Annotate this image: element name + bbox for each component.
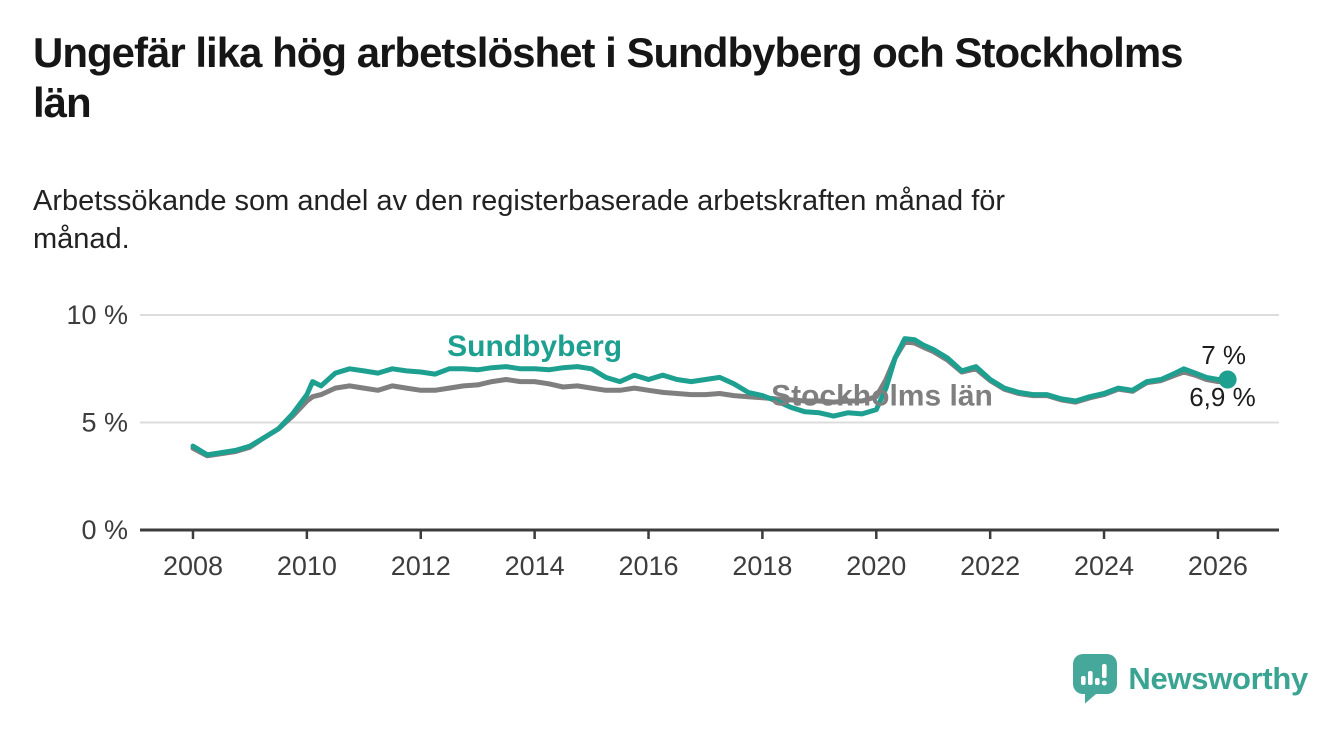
footer-brand: Newsworthy — [1073, 654, 1308, 704]
y-tick-label: 0 % — [81, 515, 128, 545]
chart-title-line2: län — [33, 79, 92, 126]
newsworthy-logo-icon — [1073, 654, 1118, 704]
x-tick-label: 2008 — [163, 551, 223, 581]
chart-title: Ungefär lika hög arbetslöshet i Sundbybe… — [33, 28, 1323, 128]
x-tick-label: 2020 — [846, 551, 906, 581]
x-tick-label: 2026 — [1188, 551, 1248, 581]
end-value-label: 7 % — [1201, 340, 1246, 370]
x-tick-label: 2012 — [391, 551, 451, 581]
y-tick-label: 10 % — [66, 300, 128, 330]
chart-subtitle-line1: Arbetssökande som andel av den registerb… — [33, 185, 1006, 217]
chart-title-line1: Ungefär lika hög arbetslöshet i Sundbybe… — [33, 29, 1184, 76]
x-tick-label: 2014 — [505, 551, 565, 581]
chart-subtitle-line2: månad. — [33, 223, 130, 255]
chart-subtitle: Arbetssökande som andel av den registerb… — [33, 182, 1273, 258]
series-line-sundbyberg — [190, 336, 1231, 458]
series-label-stockholms-lan: Stockholms län — [771, 379, 993, 412]
x-tick-label: 2022 — [960, 551, 1020, 581]
x-tick-label: 2024 — [1074, 551, 1134, 581]
series-label-sundbyberg: Sundbyberg — [447, 330, 622, 363]
end-value-label: 6,9 % — [1189, 382, 1256, 412]
y-tick-label: 5 % — [81, 408, 128, 438]
x-tick-label: 2016 — [618, 551, 678, 581]
x-tick-label: 2010 — [277, 551, 337, 581]
x-tick-label: 2018 — [732, 551, 792, 581]
newsworthy-wordmark: Newsworthy — [1128, 661, 1308, 696]
series-end-dot-sundbyberg — [1218, 370, 1237, 389]
